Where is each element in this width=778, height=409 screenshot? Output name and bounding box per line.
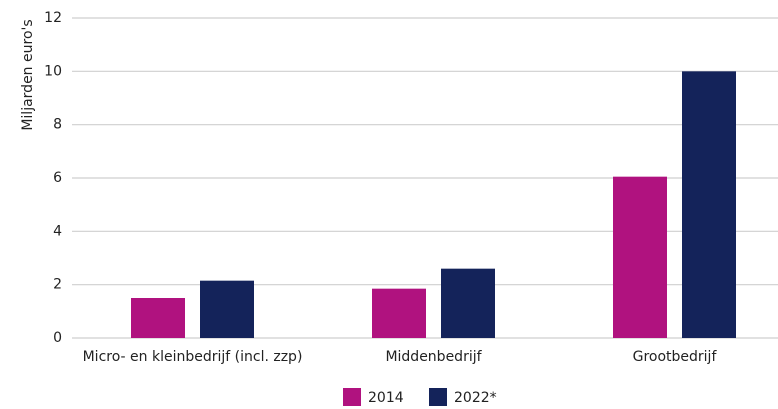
legend-swatch xyxy=(343,388,361,406)
bar xyxy=(441,268,495,338)
x-tick-label: Micro- en kleinbedrijf (incl. zzp) xyxy=(83,349,303,365)
y-tick-label: 0 xyxy=(53,330,62,346)
legend-label: 2014 xyxy=(368,390,404,406)
y-tick-label: 12 xyxy=(44,10,62,26)
bar xyxy=(613,176,667,338)
y-tick-label: 4 xyxy=(53,223,62,239)
bar xyxy=(682,71,736,338)
y-tick-label: 2 xyxy=(53,277,62,293)
bar xyxy=(131,298,185,338)
bar xyxy=(200,280,254,338)
y-tick-label: 8 xyxy=(53,117,62,133)
bar xyxy=(372,288,426,338)
x-tick-label: Grootbedrijf xyxy=(633,349,718,365)
legend-swatch xyxy=(429,388,447,406)
y-axis-label: Miljarden euro's xyxy=(20,19,36,130)
legend-label: 2022* xyxy=(454,390,497,406)
y-tick-label: 6 xyxy=(53,170,62,186)
x-tick-label: Middenbedrijf xyxy=(385,349,482,365)
y-tick-label: 10 xyxy=(44,63,62,79)
